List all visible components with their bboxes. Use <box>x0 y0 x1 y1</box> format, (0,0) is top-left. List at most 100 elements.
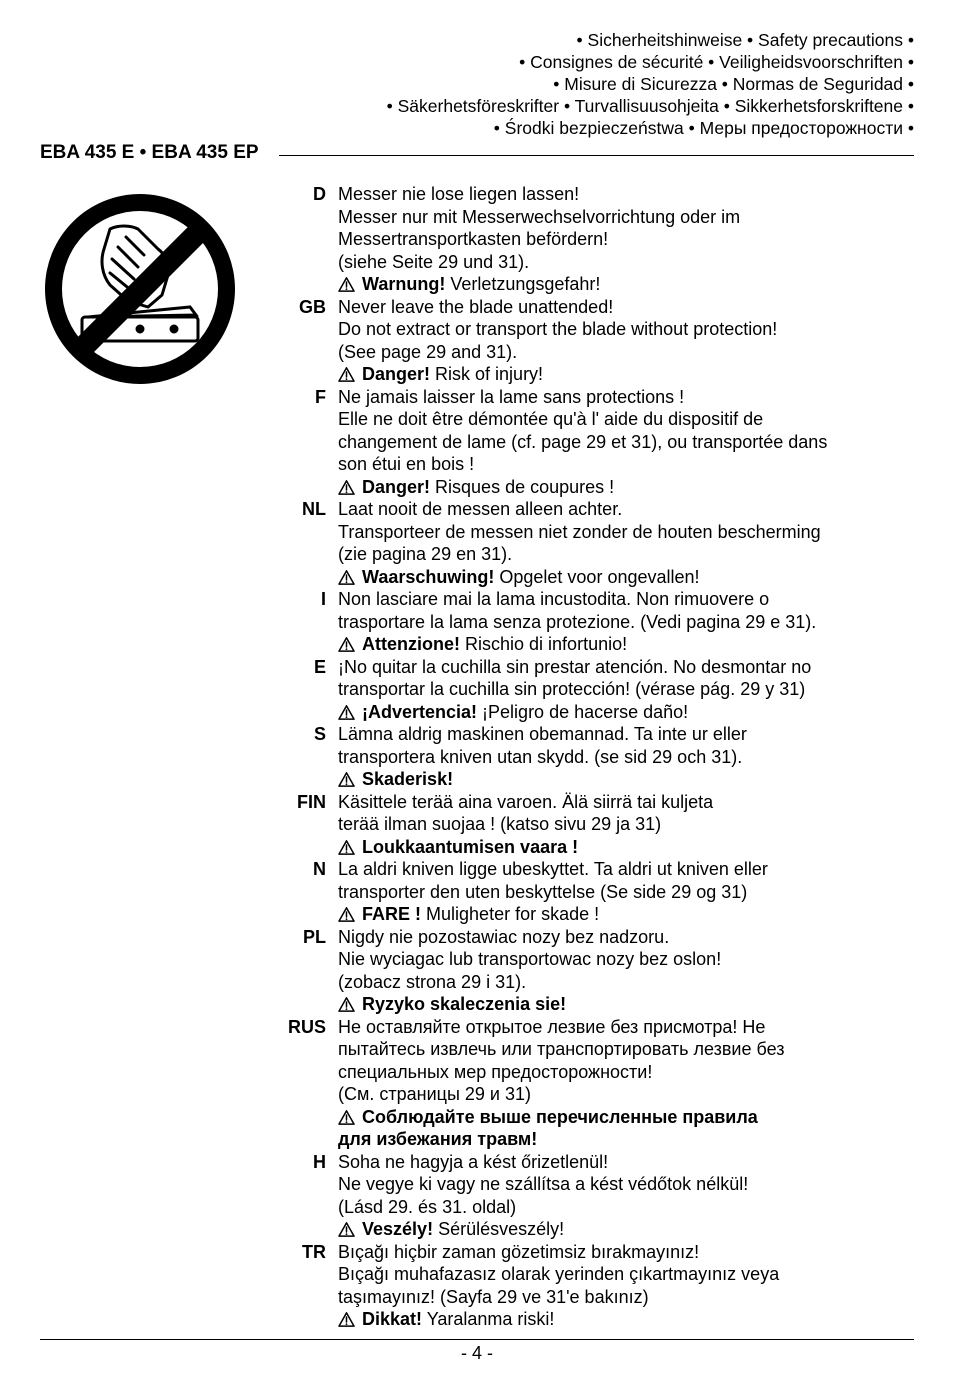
entry: E¡No quitar la cuchilla sin prestar aten… <box>280 656 914 724</box>
warning-line: Skaderisk! <box>338 768 914 791</box>
text-line: Never leave the blade unattended! <box>338 296 914 319</box>
warning-line: Attenzione! Rischio di infortunio! <box>338 633 914 656</box>
text-line: (zobacz strona 29 i 31). <box>338 971 914 994</box>
entry: FINKäsittele terää aina varoen. Älä siir… <box>280 791 914 859</box>
entry-body: Soha ne hagyja a kést őrizetlenül!Ne veg… <box>338 1151 914 1241</box>
entry: INon lasciare mai la lama incustodita. N… <box>280 588 914 656</box>
entry: FNe jamais laisser la lame sans protecti… <box>280 386 914 499</box>
text-line: Ne vegye ki vagy ne szállítsa a kést véd… <box>338 1173 914 1196</box>
entry-body: Never leave the blade unattended!Do not … <box>338 296 914 386</box>
entries-list: DMesser nie lose liegen lassen!Messer nu… <box>280 183 914 1331</box>
lang-code: F <box>280 386 338 409</box>
text-line: transportera kniven utan skydd. (se sid … <box>338 746 914 769</box>
entry: NLa aldri kniven ligge ubeskyttet. Ta al… <box>280 858 914 926</box>
lang-code: D <box>280 183 338 206</box>
text-line: taşımayınız! (Sayfa 29 ve 31'e bakınız) <box>338 1286 914 1309</box>
text-line: Lämna aldrig maskinen obemannad. Ta inte… <box>338 723 914 746</box>
entry: NLLaat nooit de messen alleen achter.Tra… <box>280 498 914 588</box>
text-line: (zie pagina 29 en 31). <box>338 543 914 566</box>
warning-line: Ryzyko skaleczenia sie! <box>338 993 914 1016</box>
warning-line: Соблюдайте выше перечисленные правила <box>338 1106 914 1129</box>
text-line: Messertransportkasten befördern! <box>338 228 914 251</box>
text-line: son étui en bois ! <box>338 453 914 476</box>
entry-body: ¡No quitar la cuchilla sin prestar atenc… <box>338 656 914 724</box>
lang-code: H <box>280 1151 338 1174</box>
text-line: transporter den uten beskyttelse (Se sid… <box>338 881 914 904</box>
entry-body: Bıçağı hiçbir zaman gözetimsiz bırakmayı… <box>338 1241 914 1331</box>
text-line: terää ilman suojaa ! (katso sivu 29 ja 3… <box>338 813 914 836</box>
text-line: Nigdy nie pozostawiac nozy bez nadzoru. <box>338 926 914 949</box>
lang-code: PL <box>280 926 338 949</box>
lang-code: N <box>280 858 338 881</box>
text-line: La aldri kniven ligge ubeskyttet. Ta ald… <box>338 858 914 881</box>
text-line: специальных мер предосторожности! <box>338 1061 914 1084</box>
entry-body: Messer nie lose liegen lassen!Messer nur… <box>338 183 914 296</box>
text-line: Non lasciare mai la lama incustodita. No… <box>338 588 914 611</box>
header-row: • Consignes de sécurité • Veiligheidsvoo… <box>40 52 914 74</box>
warning-line: для избежания травм! <box>338 1128 914 1151</box>
lang-code: S <box>280 723 338 746</box>
entry-body: Не оставляйте открытое лезвие без присмо… <box>338 1016 914 1151</box>
entry: SLämna aldrig maskinen obemannad. Ta int… <box>280 723 914 791</box>
text-line: trasportare la lama senza protezione. (V… <box>338 611 914 634</box>
text-line: (См. страницы 29 и 31) <box>338 1083 914 1106</box>
text-line: Nie wyciagac lub transportowac nozy bez … <box>338 948 914 971</box>
prohibition-icon <box>40 183 280 395</box>
text-line: Elle ne doit être démontée qu'à l' aide … <box>338 408 914 431</box>
text-line: Ne jamais laisser la lame sans protectio… <box>338 386 914 409</box>
text-line: Messer nur mit Messerwechselvorrichtung … <box>338 206 914 229</box>
text-line: transportar la cuchilla sin protección! … <box>338 678 914 701</box>
model-row: EBA 435 E • EBA 435 EP <box>40 141 914 165</box>
warning-line: Danger! Risk of injury! <box>338 363 914 386</box>
warning-line: Warnung! Verletzungsgefahr! <box>338 273 914 296</box>
lang-code: NL <box>280 498 338 521</box>
entry: HSoha ne hagyja a kést őrizetlenül!Ne ve… <box>280 1151 914 1241</box>
entry-body: La aldri kniven ligge ubeskyttet. Ta ald… <box>338 858 914 926</box>
header-row: • Sicherheitshinweise • Safety precautio… <box>40 30 914 52</box>
model-label: EBA 435 E • EBA 435 EP <box>40 141 279 165</box>
entry-body: Ne jamais laisser la lame sans protectio… <box>338 386 914 499</box>
divider-line <box>279 155 914 156</box>
text-line: Не оставляйте открытое лезвие без присмо… <box>338 1016 914 1039</box>
text-line: (See page 29 and 31). <box>338 341 914 364</box>
text-line: (Lásd 29. és 31. oldal) <box>338 1196 914 1219</box>
content-area: DMesser nie lose liegen lassen!Messer nu… <box>40 183 914 1331</box>
lang-code: TR <box>280 1241 338 1264</box>
warning-line: FARE ! Muligheter for skade ! <box>338 903 914 926</box>
entry-body: Lämna aldrig maskinen obemannad. Ta inte… <box>338 723 914 791</box>
entry-body: Nigdy nie pozostawiac nozy bez nadzoru.N… <box>338 926 914 1016</box>
page-number: - 4 - <box>40 1339 914 1365</box>
warning-line: Danger! Risques de coupures ! <box>338 476 914 499</box>
text-line: пытайтесь извлечь или транспортировать л… <box>338 1038 914 1061</box>
entry: PLNigdy nie pozostawiac nozy bez nadzoru… <box>280 926 914 1016</box>
warning-line: ¡Advertencia! ¡Peligro de hacerse daño! <box>338 701 914 724</box>
text-line: Käsittele terää aina varoen. Älä siirrä … <box>338 791 914 814</box>
lang-code: I <box>280 588 338 611</box>
entry: DMesser nie lose liegen lassen!Messer nu… <box>280 183 914 296</box>
text-line: ¡No quitar la cuchilla sin prestar atenc… <box>338 656 914 679</box>
text-line: Soha ne hagyja a kést őrizetlenül! <box>338 1151 914 1174</box>
text-line: Transporteer de messen niet zonder de ho… <box>338 521 914 544</box>
entry-body: Non lasciare mai la lama incustodita. No… <box>338 588 914 656</box>
entry-body: Käsittele terää aina varoen. Älä siirrä … <box>338 791 914 859</box>
header-row: • Środki bezpieczeństwa • Меры предостор… <box>40 118 914 140</box>
text-line: (siehe Seite 29 und 31). <box>338 251 914 274</box>
warning-line: Veszély! Sérülésveszély! <box>338 1218 914 1241</box>
entry: RUSНе оставляйте открытое лезвие без при… <box>280 1016 914 1151</box>
header-row: • Säkerhetsföreskrifter • Turvallisuusoh… <box>40 96 914 118</box>
entry: GBNever leave the blade unattended!Do no… <box>280 296 914 386</box>
entry: TRBıçağı hiçbir zaman gözetimsiz bırakma… <box>280 1241 914 1331</box>
text-line: Bıçağı muhafazasız olarak yerinden çıkar… <box>338 1263 914 1286</box>
text-line: Messer nie lose liegen lassen! <box>338 183 914 206</box>
lang-code: GB <box>280 296 338 319</box>
warning-line: Loukkaantumisen vaara ! <box>338 836 914 859</box>
lang-code: RUS <box>280 1016 338 1039</box>
text-line: changement de lame (cf. page 29 et 31), … <box>338 431 914 454</box>
text-line: Bıçağı hiçbir zaman gözetimsiz bırakmayı… <box>338 1241 914 1264</box>
warning-line: Waarschuwing! Opgelet voor ongevallen! <box>338 566 914 589</box>
header-row: • Misure di Sicurezza • Normas de Seguri… <box>40 74 914 96</box>
entry-body: Laat nooit de messen alleen achter.Trans… <box>338 498 914 588</box>
lang-code: FIN <box>280 791 338 814</box>
warning-line: Dikkat! Yaralanma riski! <box>338 1308 914 1331</box>
text-line: Do not extract or transport the blade wi… <box>338 318 914 341</box>
